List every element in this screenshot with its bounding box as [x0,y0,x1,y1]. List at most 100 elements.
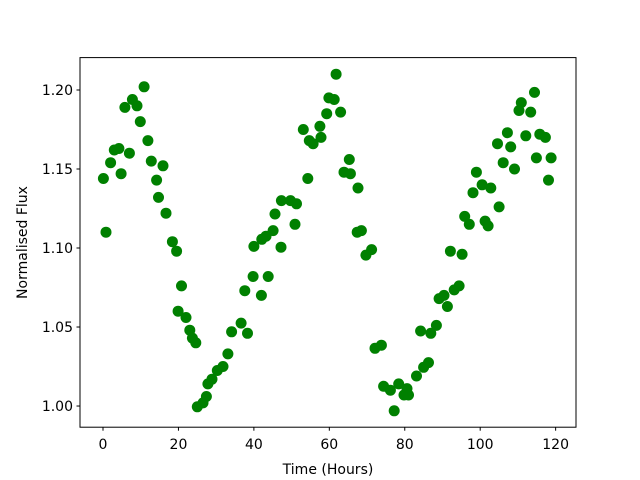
data-point [344,168,356,180]
data-point [200,391,212,402]
x-tick-label: 120 [542,437,569,453]
data-point [180,312,192,323]
data-point [497,157,509,169]
x-axis-ticks: 0 20 40 60 80 100 120 [99,427,569,453]
data-point [485,182,497,194]
data-point [160,207,172,219]
y-axis-ticks: 1.00 1.05 1.10 1.15 1.20 [42,83,80,415]
data-point [384,384,396,396]
y-tick-label: 1.10 [42,241,73,257]
data-point [515,97,527,109]
data-point [476,179,488,191]
y-axis-label: Normalised Flux [15,186,31,299]
data-point [366,244,378,256]
data-point [415,325,427,337]
data-point [482,220,494,232]
x-tick-label: 80 [396,437,414,453]
data-point [321,108,333,120]
data-point [153,191,164,203]
data-point [302,173,314,184]
data-point [119,101,131,113]
y-tick-label: 1.05 [42,320,73,336]
data-point [275,195,287,207]
data-point [403,389,414,401]
data-point [172,305,184,317]
data-point [262,271,274,282]
data-point [138,81,150,93]
data-point [423,357,434,369]
data-point [226,326,238,338]
data-point [267,225,279,237]
data-point [105,157,117,169]
data-point [307,138,319,150]
data-point [509,163,520,175]
data-point [157,160,169,172]
data-point [115,168,127,180]
y-tick-label: 1.15 [42,162,73,178]
data-point [255,289,267,301]
data-point [343,154,355,165]
data-point [441,301,453,312]
data-point [539,131,551,143]
data-point [545,152,557,164]
data-point [463,218,475,230]
data-point [100,226,112,238]
data-point [291,198,302,210]
plot-area [80,57,576,428]
data-point [328,94,340,105]
data-point [131,100,143,112]
y-tick-label: 1.00 [42,399,73,415]
data-point [113,143,125,154]
data-point [206,373,218,385]
data-point [492,138,503,150]
data-point [222,348,234,360]
x-tick-label: 100 [467,437,494,453]
x-axis-label: Time (Hours) [282,462,374,478]
data-point [176,280,187,292]
data-points [97,68,557,417]
data-point [239,285,251,297]
data-point [467,187,479,199]
data-point [248,240,260,252]
data-point [444,245,456,257]
data-point [142,135,154,147]
data-point [352,182,364,194]
data-point [335,106,347,118]
data-point [330,68,342,80]
data-point [145,155,157,167]
data-point [289,218,301,230]
data-point [505,141,517,153]
data-point [97,173,109,184]
data-point [493,201,505,213]
x-tick-label: 0 [99,437,108,453]
data-point [456,248,468,260]
data-point [520,130,532,142]
x-tick-label: 60 [320,437,338,453]
data-point [430,319,442,331]
data-point [123,147,135,159]
data-point [297,124,309,135]
axes-frame [79,57,577,428]
data-point [217,361,229,372]
data-point [388,405,400,417]
data-point [269,208,281,220]
data-point [529,86,540,98]
data-point [242,327,253,339]
data-point [375,339,387,351]
data-point [525,106,537,118]
data-point [190,337,202,349]
data-point [235,317,247,329]
data-point [151,174,163,186]
x-tick-label: 40 [245,437,263,453]
data-point [543,174,554,186]
data-point [315,131,327,143]
data-point [247,271,259,282]
data-point [501,127,513,139]
data-point [275,241,287,253]
data-point [438,289,450,301]
data-point [355,225,367,237]
data-point [411,370,422,382]
data-point [166,236,178,248]
